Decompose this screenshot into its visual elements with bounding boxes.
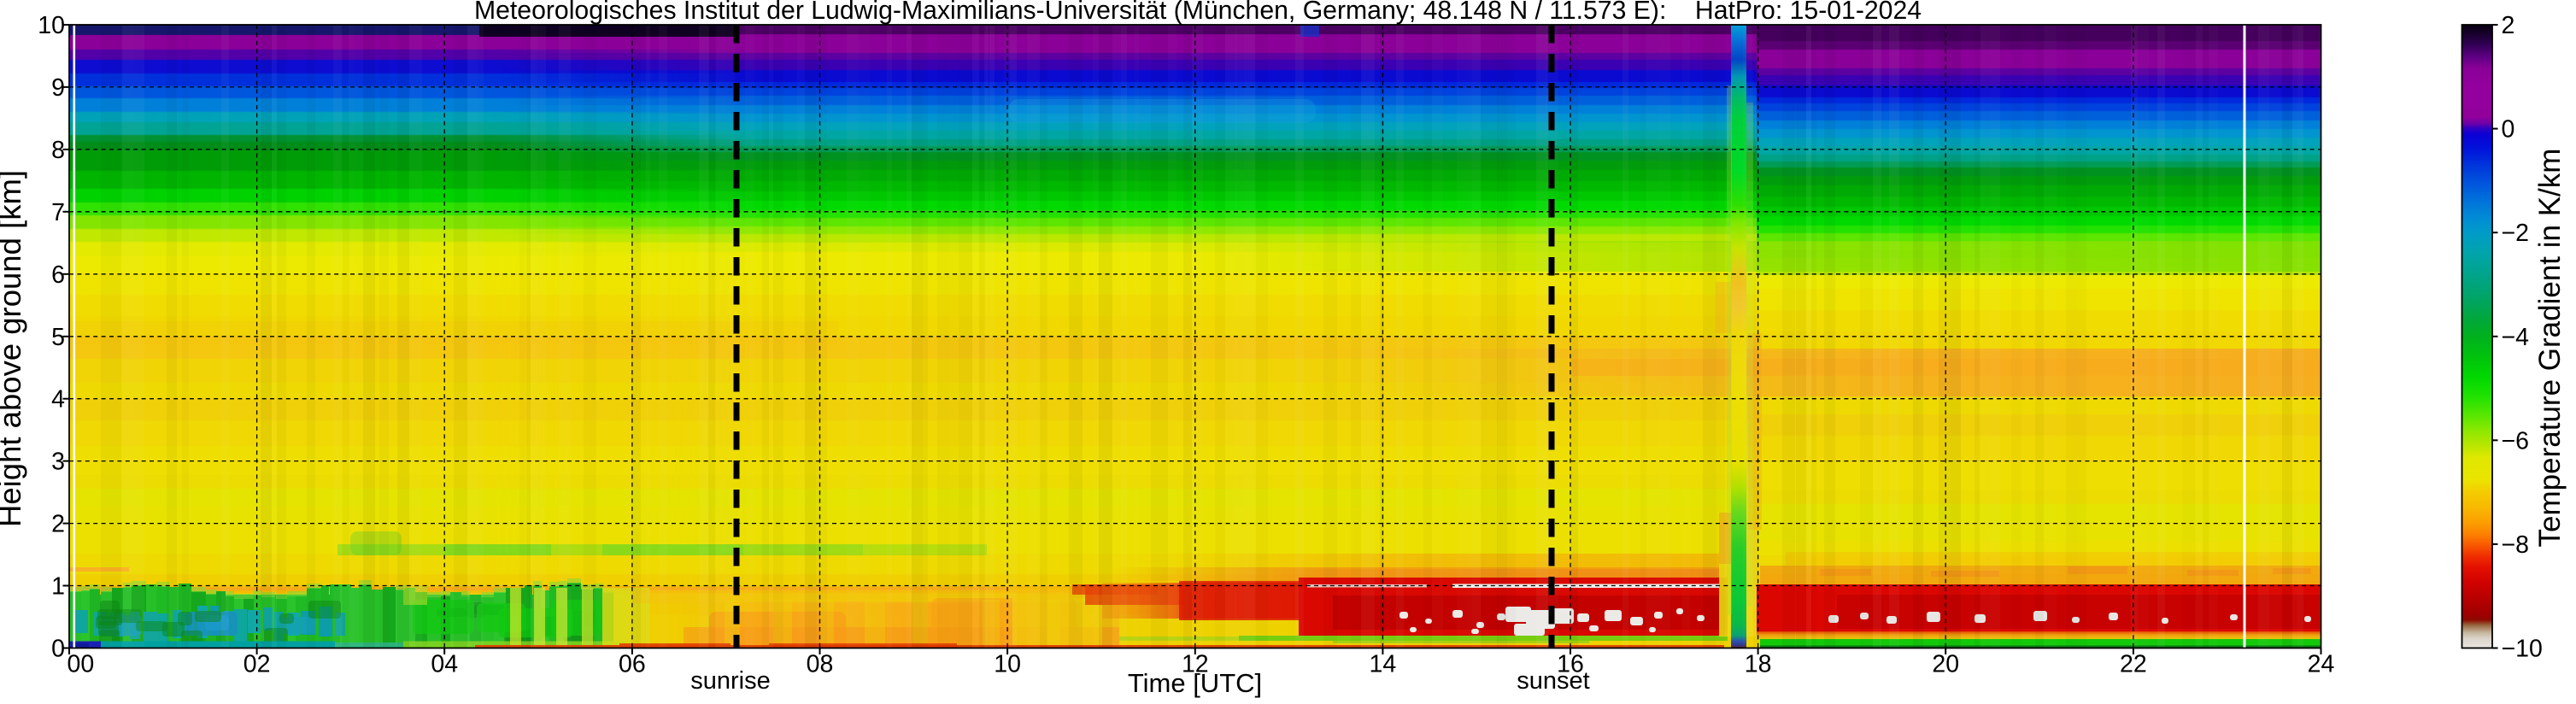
svg-text:6: 6 bbox=[51, 261, 65, 289]
svg-text:22: 22 bbox=[2120, 651, 2147, 678]
svg-text:Meteorologisches Institut der: Meteorologisches Institut der Ludwig-Max… bbox=[474, 0, 1922, 25]
svg-text:−8: −8 bbox=[2502, 531, 2530, 559]
svg-text:06: 06 bbox=[619, 651, 646, 678]
svg-text:08: 08 bbox=[807, 651, 834, 678]
svg-text:2: 2 bbox=[2502, 12, 2515, 39]
svg-text:Time [UTC]: Time [UTC] bbox=[1128, 668, 1262, 698]
svg-text:24: 24 bbox=[2308, 651, 2335, 678]
svg-text:sunrise: sunrise bbox=[690, 667, 771, 695]
svg-text:10: 10 bbox=[38, 12, 65, 39]
svg-text:sunset: sunset bbox=[1517, 667, 1589, 695]
svg-text:9: 9 bbox=[51, 74, 65, 102]
svg-text:3: 3 bbox=[51, 449, 65, 476]
svg-text:1: 1 bbox=[51, 573, 65, 601]
svg-text:14: 14 bbox=[1370, 651, 1397, 678]
svg-text:−10: −10 bbox=[2502, 636, 2543, 663]
svg-text:10: 10 bbox=[994, 651, 1021, 678]
svg-text:−6: −6 bbox=[2502, 427, 2530, 455]
svg-text:Height above ground [km]: Height above ground [km] bbox=[0, 170, 27, 527]
svg-text:2: 2 bbox=[51, 511, 65, 538]
svg-text:12: 12 bbox=[1182, 651, 1209, 678]
svg-text:0: 0 bbox=[2502, 116, 2515, 144]
svg-text:Temperature Gradient in K/km: Temperature Gradient in K/km bbox=[2533, 149, 2567, 548]
svg-text:0: 0 bbox=[51, 636, 65, 663]
svg-text:7: 7 bbox=[51, 199, 65, 226]
svg-text:−2: −2 bbox=[2502, 220, 2530, 247]
svg-text:02: 02 bbox=[244, 651, 271, 678]
svg-text:20: 20 bbox=[1932, 651, 1959, 678]
svg-text:8: 8 bbox=[51, 137, 65, 164]
svg-text:4: 4 bbox=[51, 386, 65, 414]
svg-text:04: 04 bbox=[431, 651, 458, 678]
svg-text:−4: −4 bbox=[2502, 324, 2530, 351]
svg-text:16: 16 bbox=[1557, 651, 1584, 678]
svg-text:5: 5 bbox=[51, 324, 65, 351]
svg-text:00: 00 bbox=[67, 651, 95, 678]
svg-text:18: 18 bbox=[1745, 651, 1772, 678]
